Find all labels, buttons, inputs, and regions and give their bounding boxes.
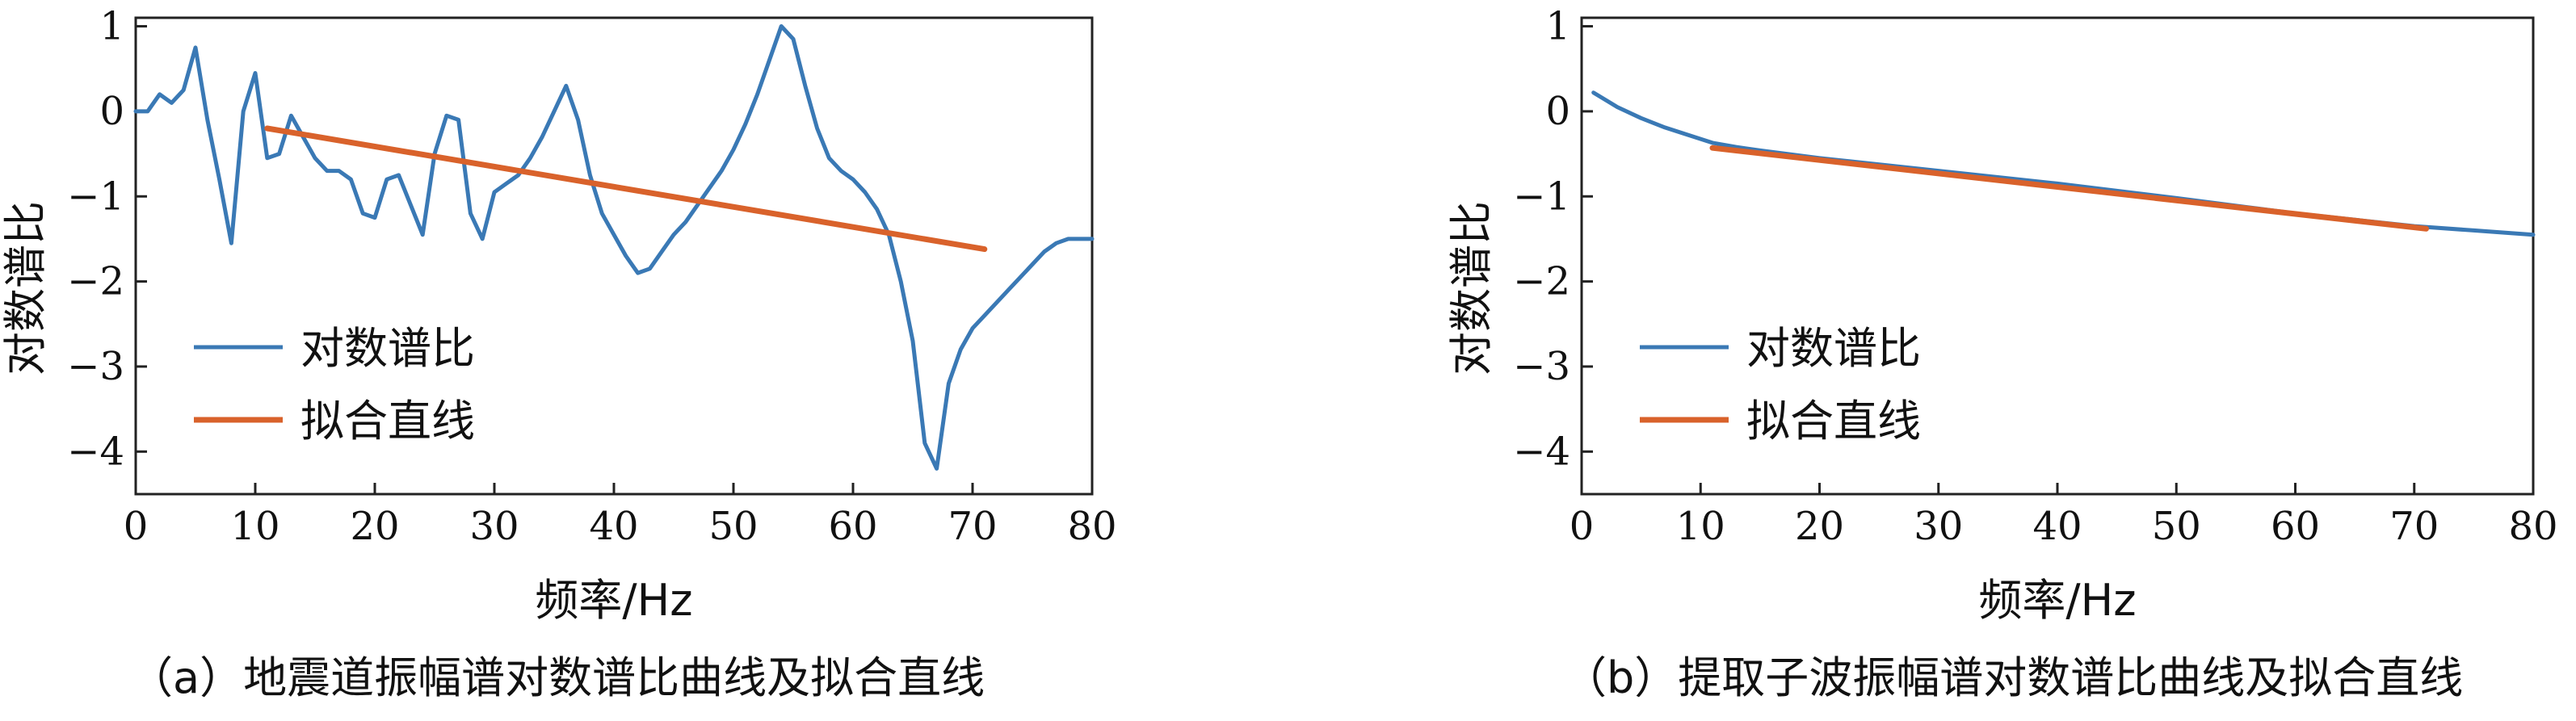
series-line-fitted-line bbox=[1709, 145, 2429, 232]
legend-label: 对数谱比 bbox=[300, 323, 475, 374]
x-tick-label: 70 bbox=[948, 504, 997, 549]
x-axis-label: 频率/Hz bbox=[1978, 575, 2136, 626]
x-tick-label: 10 bbox=[230, 504, 279, 549]
y-tick-label: 1 bbox=[1545, 4, 1570, 49]
y-tick-label: −2 bbox=[67, 259, 124, 304]
legend-label: 拟合直线 bbox=[300, 396, 475, 446]
x-tick-label: 30 bbox=[1914, 504, 1963, 549]
panel-caption: （b）提取子波振幅谱对数谱比曲线及拟合直线 bbox=[1563, 652, 2463, 703]
y-tick-label: 0 bbox=[1545, 89, 1570, 134]
x-tick-label: 30 bbox=[469, 504, 519, 549]
legend-label: 拟合直线 bbox=[1746, 396, 1921, 446]
y-tick-label: 1 bbox=[99, 4, 124, 49]
y-tick-label: −3 bbox=[67, 344, 124, 389]
y-tick-label: 0 bbox=[99, 89, 124, 134]
series-line-fitted-line bbox=[264, 125, 988, 253]
series-line-log-spectral-ratio bbox=[1591, 90, 2536, 237]
y-axis-label: 对数谱比 bbox=[0, 201, 51, 375]
x-tick-label: 60 bbox=[2271, 504, 2320, 549]
x-tick-label: 0 bbox=[124, 504, 149, 549]
series-line-log-spectral-ratio bbox=[133, 24, 1095, 471]
x-tick-label: 20 bbox=[1795, 504, 1844, 549]
x-tick-label: 50 bbox=[708, 504, 758, 549]
x-tick-label: 0 bbox=[1570, 504, 1595, 549]
x-tick-label: 80 bbox=[2508, 504, 2557, 549]
legend-label: 对数谱比 bbox=[1746, 323, 1921, 374]
x-tick-label: 40 bbox=[589, 504, 638, 549]
y-tick-label: −2 bbox=[1513, 259, 1570, 304]
panel-caption: （a）地震道振幅谱对数谱比曲线及拟合直线 bbox=[129, 652, 985, 703]
x-tick-label: 10 bbox=[1676, 504, 1725, 549]
y-tick-label: −1 bbox=[1513, 174, 1570, 219]
y-tick-label: −1 bbox=[67, 174, 124, 219]
x-tick-label: 20 bbox=[350, 504, 399, 549]
y-axis-label: 对数谱比 bbox=[1446, 201, 1497, 375]
x-tick-label: 50 bbox=[2152, 504, 2201, 549]
x-axis-label: 频率/Hz bbox=[535, 575, 692, 626]
y-tick-label: −3 bbox=[1513, 344, 1570, 389]
y-tick-label: −4 bbox=[1513, 429, 1570, 474]
x-tick-label: 80 bbox=[1067, 504, 1116, 549]
x-tick-label: 40 bbox=[2032, 504, 2082, 549]
x-tick-label: 60 bbox=[828, 504, 877, 549]
x-tick-label: 70 bbox=[2389, 504, 2439, 549]
y-tick-label: −4 bbox=[67, 429, 124, 474]
